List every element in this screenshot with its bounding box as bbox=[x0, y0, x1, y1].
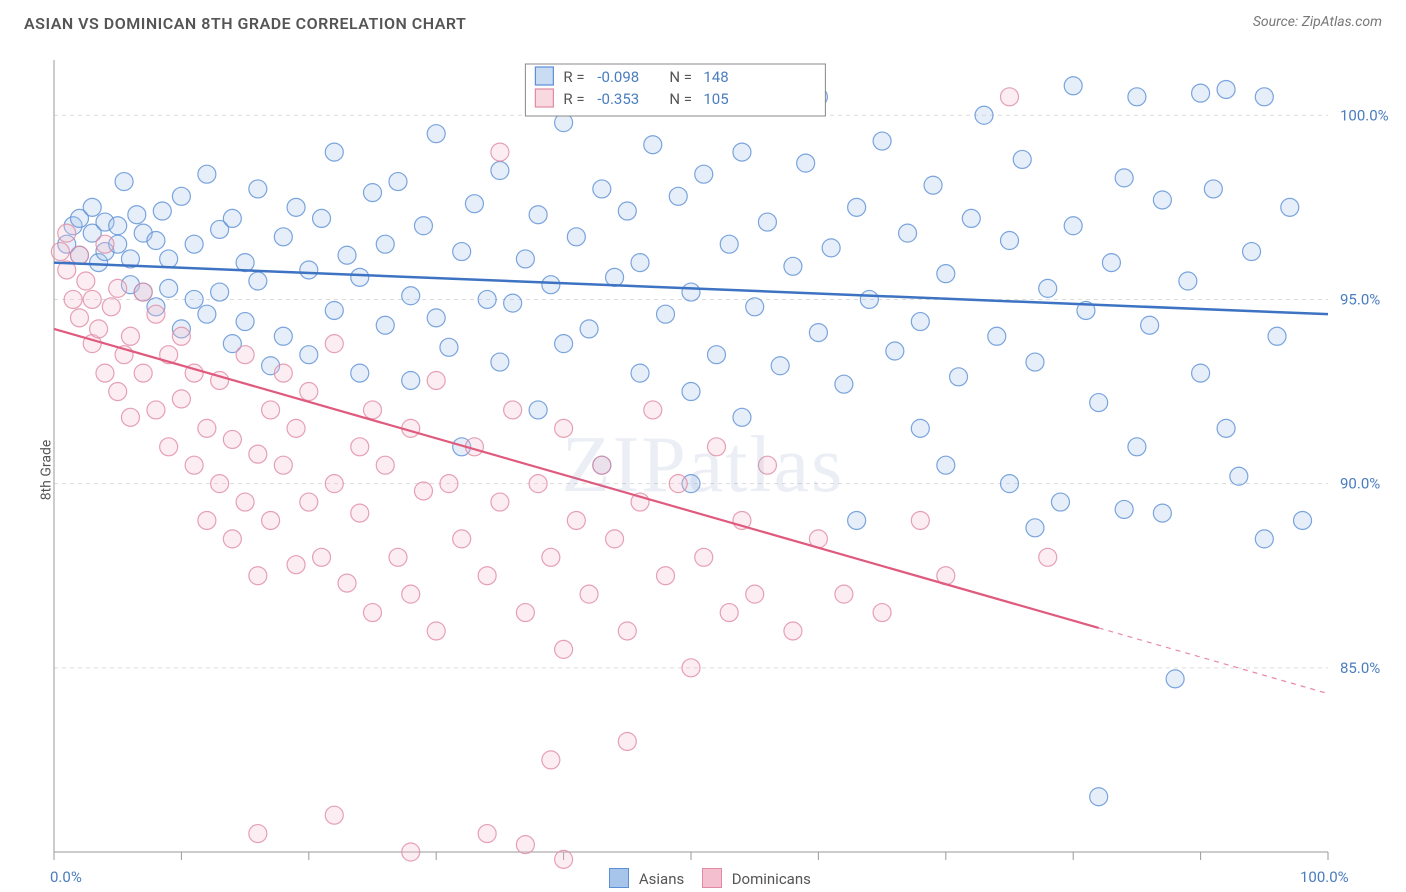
svg-text:R =: R = bbox=[563, 68, 584, 86]
x-tick-100: 100.0% bbox=[1300, 868, 1349, 886]
svg-text:90.0%: 90.0% bbox=[1340, 475, 1380, 493]
plot-area: 8th Grade ZIPatlas 85.0%90.0%95.0%100.0%… bbox=[0, 48, 1406, 892]
source-attribution: Source: ZipAtlas.com bbox=[1253, 14, 1382, 30]
legend-label-asians: Asians bbox=[639, 870, 684, 888]
scatter-chart: 85.0% 90.0% 95.0% 100.0% R = -0.098 N = 148 R … bbox=[0, 48, 1406, 892]
svg-text:100.0%: 100.0% bbox=[1340, 106, 1389, 124]
svg-text:148: 148 bbox=[703, 68, 728, 86]
svg-text:85.0%: 85.0% bbox=[1340, 659, 1380, 677]
svg-text:-0.098: -0.098 bbox=[597, 68, 639, 86]
bottom-legend: Asians Dominicans bbox=[0, 868, 1406, 888]
legend-swatch-asians bbox=[609, 868, 629, 888]
legend-swatch-dominicans bbox=[702, 868, 722, 888]
svg-text:N =: N = bbox=[669, 90, 692, 108]
svg-text:95.0%: 95.0% bbox=[1340, 290, 1380, 308]
svg-text:R =: R = bbox=[563, 90, 584, 108]
svg-text:105: 105 bbox=[703, 90, 728, 108]
chart-title: ASIAN VS DOMINICAN 8TH GRADE CORRELATION… bbox=[24, 14, 466, 33]
svg-text:-0.353: -0.353 bbox=[597, 90, 639, 108]
x-tick-0: 0.0% bbox=[50, 868, 82, 886]
svg-text:N =: N = bbox=[669, 68, 692, 86]
y-axis-label: 8th Grade bbox=[38, 440, 54, 501]
legend-label-dominicans: Dominicans bbox=[732, 870, 811, 888]
